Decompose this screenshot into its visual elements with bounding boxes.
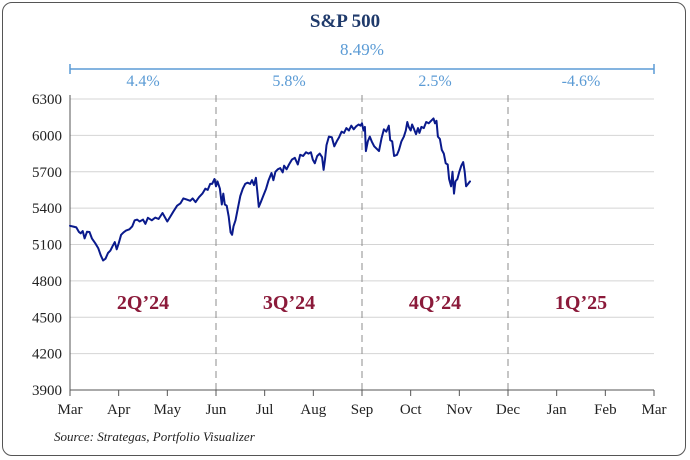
total-return-bracket (69, 64, 655, 74)
x-tick-label: Jan (547, 402, 567, 418)
x-tick-label: Mar (642, 402, 667, 418)
quarter-return: 4.4% (126, 73, 159, 90)
y-tick-label: 4200 (32, 347, 62, 363)
quarter-label: 3Q’24 (263, 292, 315, 314)
total-return-label: 8.49% (340, 40, 384, 59)
y-tick-label: 5700 (32, 165, 62, 181)
y-tick-label: 4500 (32, 310, 62, 326)
quarter-returns: 4.4% 5.8% 2.5% -4.6% (126, 73, 600, 90)
quarter-label: 1Q’25 (555, 292, 607, 314)
x-tick-label: Nov (446, 402, 472, 418)
x-tick-label: May (154, 402, 182, 418)
y-tick-label: 5400 (32, 201, 62, 217)
x-tick-label: Sep (351, 402, 374, 418)
y-tick-labels: 3900 4200 4500 4800 5100 5400 5700 6000 6300 (32, 92, 62, 399)
x-tick-label: Oct (400, 402, 422, 418)
y-tick-label: 6300 (32, 92, 62, 108)
x-tick-label: Feb (594, 402, 617, 418)
source-note: Source: Strategas, Portfolio Visualizer (54, 429, 256, 444)
y-tick-label: 6000 (32, 128, 62, 144)
x-tick-label: Dec (496, 402, 520, 418)
quarter-label: 4Q’24 (409, 292, 461, 314)
quarter-label: 2Q’24 (117, 292, 169, 314)
quarter-labels: 2Q’24 3Q’24 4Q’24 1Q’25 (117, 292, 607, 314)
quarter-return: 2.5% (418, 73, 451, 90)
quarter-dividers (215, 95, 509, 390)
y-tick-label: 4800 (32, 274, 62, 290)
price-line (69, 117, 471, 262)
y-tick-label: 5100 (32, 238, 62, 254)
chart-title: S&P 500 (310, 11, 380, 32)
x-tick-label: Apr (107, 402, 130, 418)
x-tick-labels: Mar Apr May Jun Jul Aug Sep Oct Nov Dec Jan Feb Mar (58, 402, 667, 418)
x-tick-label: Jul (256, 402, 274, 418)
series-layer (69, 117, 471, 262)
x-tick-label: Jun (206, 402, 227, 418)
quarter-return: -4.6% (562, 73, 601, 90)
x-tick-label: Aug (300, 402, 326, 418)
y-tick-label: 3900 (32, 383, 62, 399)
x-tick-label: Mar (58, 402, 83, 418)
axes (69, 95, 655, 396)
chart-frame (2, 2, 686, 456)
quarter-return: 5.8% (272, 73, 305, 90)
